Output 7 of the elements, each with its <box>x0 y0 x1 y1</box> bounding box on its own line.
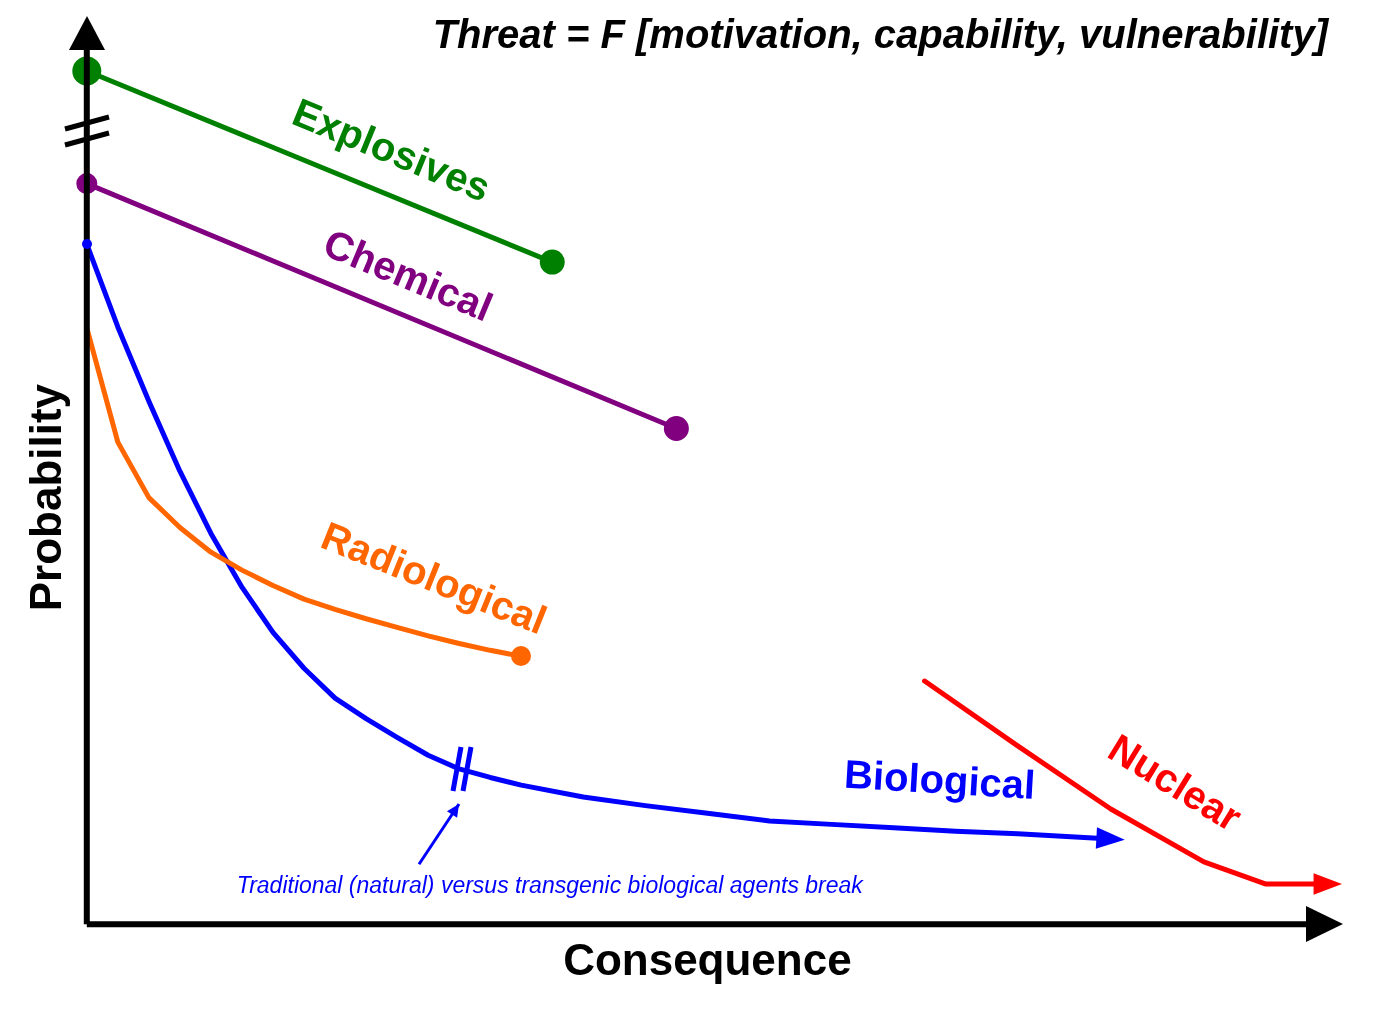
annotation: Traditional (natural) versus transgenic biological agents break <box>236 871 865 898</box>
x-axis-title: Consequence <box>563 934 852 984</box>
series-label: Biological <box>843 751 1037 807</box>
y-axis-title: Probability <box>20 383 70 612</box>
chart-title: Threat = F [motivation, capability, vulnerability] <box>432 12 1330 57</box>
point <box>539 249 565 275</box>
point <box>663 415 689 441</box>
